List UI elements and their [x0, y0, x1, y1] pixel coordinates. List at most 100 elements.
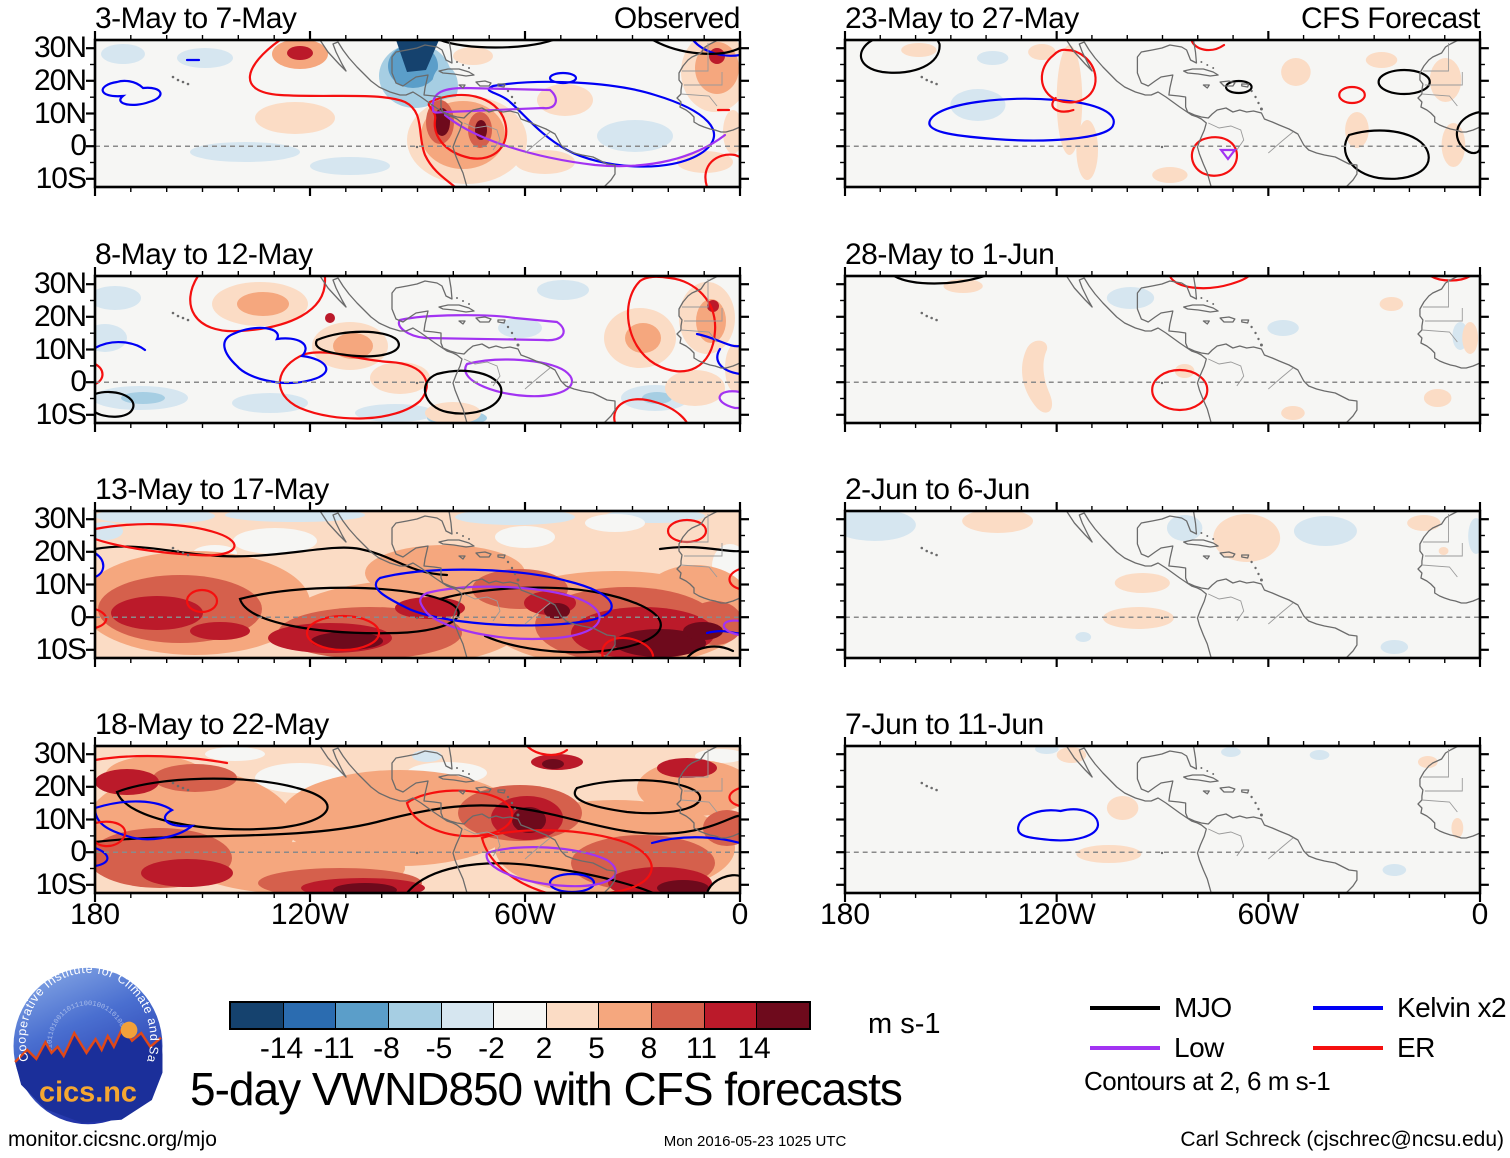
y-tick-label: 10N: [33, 96, 87, 130]
y-tick-label: 20N: [33, 299, 87, 333]
legend-item: MJO: [1090, 992, 1232, 1024]
y-tick-label: 10S: [35, 632, 87, 666]
legend-line-swatch: [1090, 1006, 1160, 1010]
footer-url: monitor.cicsnc.org/mjo: [8, 1128, 217, 1151]
colorbar-tick-label: 2: [535, 1032, 553, 1065]
x-tick-label: 60W: [1237, 898, 1300, 931]
colorbar: [229, 1001, 811, 1030]
map-panel: [836, 502, 1489, 667]
x-tick-label: 0: [1471, 898, 1489, 931]
y-tick-label: 20N: [33, 769, 87, 803]
legend-label: Low: [1174, 1032, 1224, 1063]
y-tick-label: 0: [70, 365, 87, 399]
y-tick-label: 10S: [35, 867, 87, 901]
colorbar-cell: [652, 1003, 705, 1028]
colorbar-cell: [599, 1003, 653, 1028]
panel-header: 8-May to 12-May: [95, 236, 740, 272]
colorbar-cell: [546, 1003, 600, 1028]
panel-title: 18-May to 22-May: [95, 708, 329, 741]
x-tick-label: 120W: [270, 898, 350, 931]
colorbar-cell: [704, 1003, 758, 1028]
legend-line-swatch: [1090, 1046, 1160, 1050]
colorbar-cell: [494, 1003, 547, 1028]
y-tick-label: 10S: [35, 161, 87, 195]
figure-title: 5-day VWND850 with CFS forecasts: [190, 1063, 903, 1115]
y-tick-label: 10N: [33, 802, 87, 836]
colorbar-tick-label: 11: [685, 1032, 718, 1065]
cics-logo: 100101101001101110010011010011 Cooperati…: [12, 966, 163, 1125]
map-panel: [86, 737, 749, 902]
y-tick-label: 30N: [33, 502, 87, 536]
y-tick-label: 30N: [33, 267, 87, 301]
y-tick-label: 0: [70, 835, 87, 869]
panel-title: 13-May to 17-May: [95, 473, 329, 506]
y-tick-label: 10S: [35, 397, 87, 431]
panel-title: 23-May to 27-May: [845, 2, 1079, 35]
colorbar-tick-label: 5: [588, 1032, 605, 1065]
map-panel: [836, 737, 1489, 902]
contour-levels-note: Contours at 2, 6 m s-1: [1084, 1066, 1331, 1096]
legend-label: Kelvin x2: [1397, 992, 1507, 1023]
colorbar-cell: [757, 1003, 810, 1028]
x-tick-label: 120W: [1017, 898, 1096, 931]
y-tick-label: 10N: [33, 332, 87, 366]
legend-line-swatch: [1313, 1046, 1383, 1050]
logo-name: cics.nc: [39, 1076, 137, 1108]
map-panel: [86, 502, 749, 667]
legend-item: Low: [1090, 1032, 1224, 1064]
colorbar-cell: [388, 1003, 442, 1028]
y-tick-label: 20N: [33, 534, 87, 568]
y-tick-label: 10N: [33, 567, 87, 601]
legend-line-swatch: [1313, 1006, 1383, 1010]
panel-title: 28-May to 1-Jun: [845, 238, 1055, 271]
y-tick-label: 20N: [33, 63, 87, 97]
colorbar-cell: [336, 1003, 389, 1028]
panel-corner-label: Observed: [613, 2, 741, 35]
colorbar-tick-label: 8: [640, 1032, 658, 1065]
x-tick-label: 60W: [494, 898, 556, 931]
colorbar-cell: [283, 1003, 337, 1028]
x-tick-label: 180: [69, 898, 121, 931]
panel-header: 23-May to 27-May CFS Forecast: [845, 0, 1481, 36]
logo-ridge-line: [14, 1024, 162, 1063]
logo-sun-icon: [120, 1021, 138, 1039]
footer-author: Carl Schreck (cjschrec@ncsu.edu): [1180, 1128, 1504, 1151]
legend-label: ER: [1397, 1032, 1435, 1063]
y-tick-label: 30N: [33, 31, 87, 65]
y-tick-label: 30N: [33, 737, 87, 771]
panel-title: 3-May to 7-May: [95, 2, 297, 35]
panel-header: 18-May to 22-May: [95, 706, 740, 742]
map-panel: [86, 267, 749, 432]
map-panel: [836, 267, 1489, 432]
legend-item: ER: [1313, 1032, 1435, 1064]
colorbar-tick-label: -14: [259, 1032, 304, 1065]
logo-mountains: [15, 1027, 163, 1123]
panel-header: 28-May to 1-Jun: [845, 236, 1480, 272]
colorbar-tick-label: 14: [737, 1032, 771, 1065]
legend-item: Kelvin x2: [1313, 992, 1507, 1024]
colorbar-tick-label: -5: [425, 1032, 453, 1065]
y-tick-label: 0: [70, 129, 87, 163]
footer-timestamp: Mon 2016-05-23 1025 UTC: [663, 1133, 847, 1150]
panel-header: 13-May to 17-May: [95, 471, 740, 507]
colorbar-tick-label: -11: [313, 1032, 355, 1065]
panel-corner-label: CFS Forecast: [1300, 2, 1481, 35]
panel-title: 8-May to 12-May: [95, 238, 313, 271]
colorbar-unit-label: m s-1: [868, 1008, 941, 1040]
colorbar-tick-label: -8: [373, 1032, 400, 1065]
panel-header: 3-May to 7-May Observed: [95, 0, 741, 36]
x-tick-label: 0: [731, 898, 749, 931]
map-panel: [86, 31, 749, 196]
legend-label: MJO: [1174, 992, 1232, 1023]
map-panel: [836, 31, 1489, 196]
colorbar-cell: [441, 1003, 495, 1028]
panel-title: 2-Jun to 6-Jun: [845, 473, 1030, 506]
panel-header: 2-Jun to 6-Jun: [845, 471, 1480, 507]
colorbar-cell: [231, 1003, 284, 1028]
panel-title: 7-Jun to 11-Jun: [845, 708, 1044, 741]
colorbar-tick-label: -2: [478, 1032, 505, 1065]
x-tick-label: 180: [819, 898, 871, 931]
y-tick-label: 0: [70, 600, 87, 634]
panel-header: 7-Jun to 11-Jun: [845, 706, 1480, 742]
